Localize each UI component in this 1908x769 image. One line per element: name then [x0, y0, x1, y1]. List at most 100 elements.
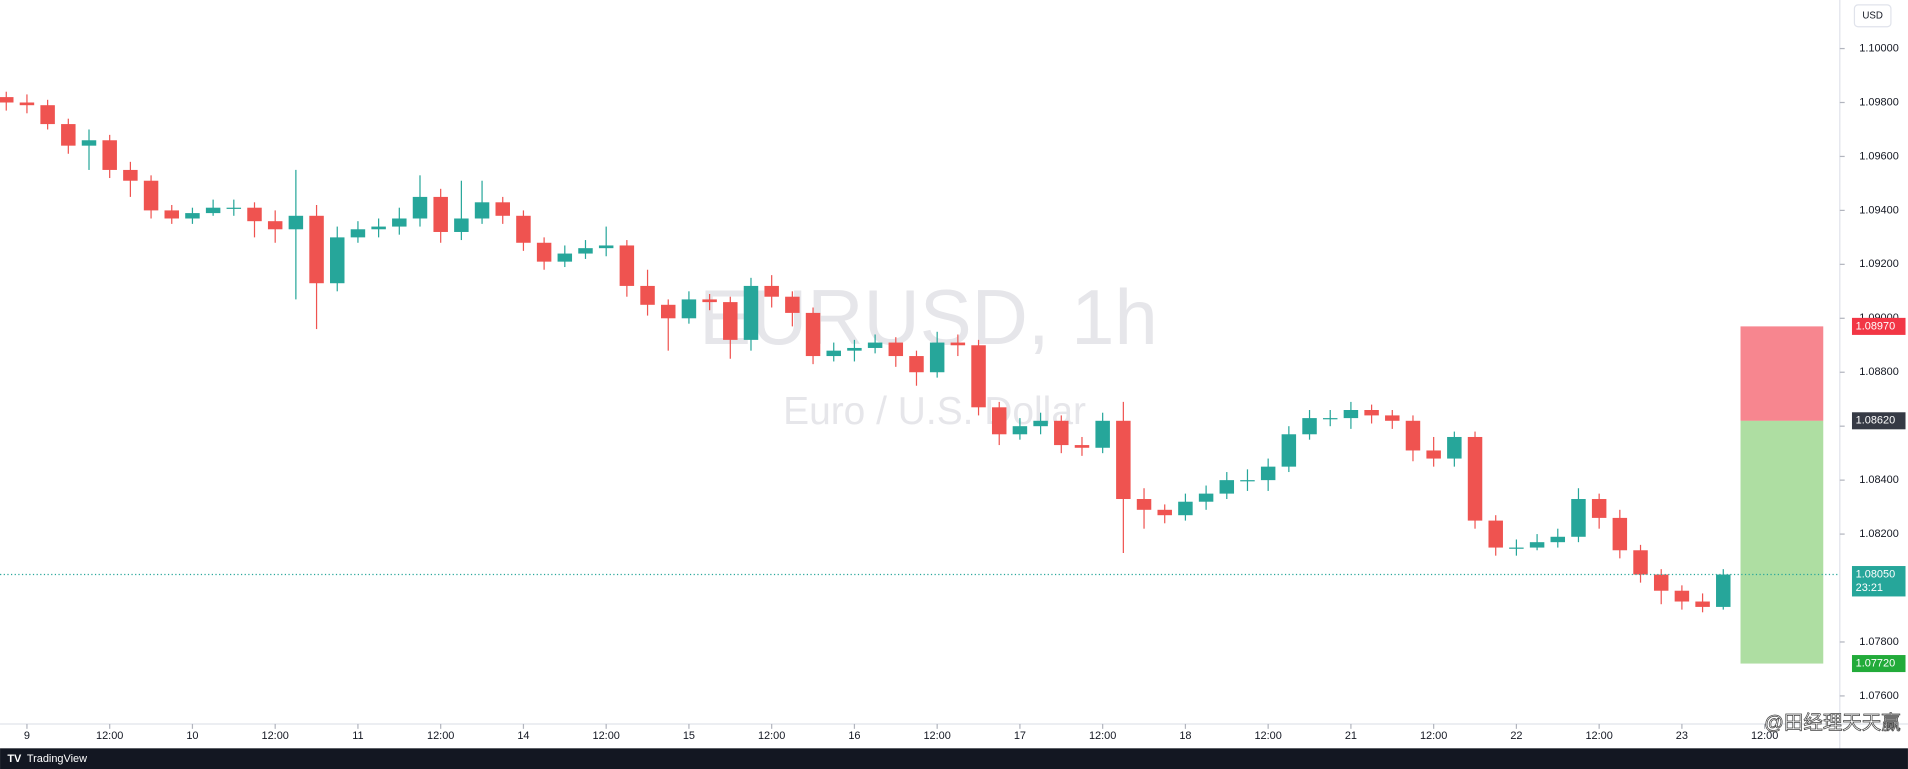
x-tick-label: 16 [848, 730, 860, 742]
candle-body [1364, 410, 1379, 416]
x-tick-label: 17 [1014, 730, 1026, 742]
footer-bar [0, 748, 1908, 769]
candle-body [1033, 420, 1048, 427]
last-price-label: 1.08050 [1856, 568, 1896, 580]
candle-body [1529, 542, 1545, 548]
x-tick-label: 12:00 [1751, 730, 1778, 742]
candle-body [1240, 480, 1255, 482]
candle-body [1653, 574, 1669, 591]
y-tick-label: 1.08800 [1859, 366, 1899, 378]
candle-body [743, 285, 759, 340]
candle-body [826, 350, 841, 357]
candle-body [1633, 550, 1648, 575]
x-tick-label: 12:00 [758, 730, 785, 742]
x-tick-label: 14 [517, 730, 529, 742]
x-tick-label: 15 [683, 730, 695, 742]
x-tick-label: 12:00 [592, 730, 619, 742]
candle-body [785, 296, 800, 313]
candle-body [61, 124, 76, 146]
y-tick-label: 1.09600 [1859, 150, 1899, 162]
brand: TradingView [27, 753, 87, 765]
candle-body [454, 218, 469, 232]
candle-body [702, 299, 717, 303]
candle-body [867, 342, 883, 348]
target-price-label: 1.07720 [1856, 657, 1896, 669]
candle-body [764, 285, 779, 297]
candle-body [1054, 420, 1069, 446]
candle-body [123, 169, 138, 181]
y-tick-label: 1.08400 [1859, 474, 1899, 486]
candle-body [516, 215, 531, 243]
candle-body [1343, 410, 1359, 419]
candle-body [1012, 426, 1028, 435]
candle-body [1074, 445, 1090, 448]
candle-body [392, 218, 407, 227]
candle-body [1509, 547, 1524, 549]
candle-body [640, 285, 655, 305]
candle-body [143, 180, 159, 211]
candle-body [1447, 436, 1462, 459]
x-tick-label: 10 [186, 730, 198, 742]
stop-zone [1740, 326, 1824, 421]
tv-logo: TV [7, 753, 22, 765]
candle-body [909, 356, 924, 373]
entry-price-box [1851, 412, 1906, 430]
y-tick-label: 1.07800 [1859, 636, 1899, 648]
candle-body [267, 221, 283, 230]
candle-body [1260, 466, 1276, 481]
x-tick-label: 12:00 [96, 730, 123, 742]
candle-body [371, 226, 386, 230]
target-price-box [1851, 655, 1906, 673]
candle-body [991, 407, 1007, 435]
candle-body [1198, 493, 1214, 502]
candle-body [1136, 499, 1152, 510]
candle-body [578, 248, 593, 254]
candle-body [1426, 450, 1441, 459]
entry-price-label: 1.08620 [1856, 415, 1896, 427]
candle-body [1716, 574, 1731, 607]
y-tick-label: 1.09400 [1859, 204, 1899, 216]
candle-body [81, 140, 97, 146]
x-tick-label: 11 [352, 730, 363, 742]
currency-box[interactable] [1853, 4, 1892, 28]
candle-body [0, 97, 14, 103]
candle-body [309, 215, 324, 284]
candle-body [888, 342, 904, 357]
candle-body [1674, 590, 1690, 602]
stop-price-box [1851, 317, 1906, 335]
x-tick-label: 18 [1179, 730, 1191, 742]
candle-body [19, 102, 35, 106]
candle-body [40, 105, 55, 125]
candle-body [1095, 420, 1110, 448]
candle-body [1695, 601, 1710, 607]
candle-body [950, 342, 966, 346]
candle-body [723, 302, 738, 340]
currency: USD [1862, 10, 1883, 21]
candle-body [102, 140, 117, 170]
x-tick-label: 21 [1345, 730, 1357, 742]
target-zone [1740, 420, 1824, 664]
candle-body [557, 253, 573, 262]
x-tick-label: 12:00 [923, 730, 950, 742]
candle-body [1281, 434, 1297, 467]
y-tick-label: 1.07600 [1859, 690, 1899, 702]
y-tick-label: 1.08200 [1859, 528, 1899, 540]
candle-body [1116, 420, 1131, 500]
candle-body [1612, 517, 1628, 551]
candle-body [971, 345, 986, 408]
stop-price-label: 1.08970 [1856, 320, 1896, 332]
candle-body [350, 229, 366, 238]
candle-body [598, 245, 614, 249]
candle-body [1405, 420, 1421, 451]
candle-body [1467, 436, 1483, 521]
candle-body [226, 207, 242, 209]
x-tick-label: 12:00 [1585, 730, 1612, 742]
y-tick-label: 1.09800 [1859, 96, 1899, 108]
candle-body [1550, 536, 1566, 543]
candle-body [474, 202, 490, 219]
last-price-box [1851, 566, 1906, 597]
candle-body [1385, 415, 1400, 421]
x-tick-label: 12:00 [1420, 730, 1447, 742]
